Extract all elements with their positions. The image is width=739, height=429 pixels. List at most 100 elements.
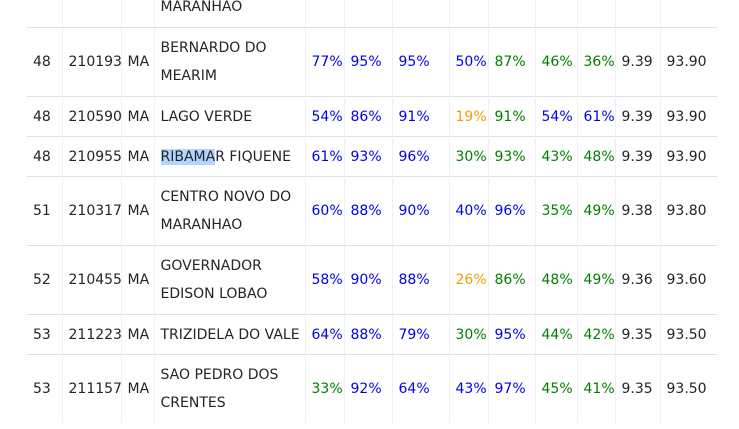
table-row: 52 210455 MA GOVERNADOR EDISON LOBAO 58%… bbox=[27, 245, 717, 315]
municipality-name: TRIZIDELA DO VALE bbox=[153, 314, 305, 355]
pct-cell: 97% bbox=[487, 354, 535, 423]
pct-cell: 86% bbox=[487, 245, 535, 315]
score-cell: 9.38 bbox=[614, 176, 660, 246]
pct-cell: 40% bbox=[448, 176, 488, 246]
table-row: 53 211157 MA SAO PEDRO DOS CRENTES 33% 9… bbox=[27, 354, 717, 423]
uf-cell: MA bbox=[120, 314, 154, 355]
score-cell: 9.39 bbox=[614, 27, 660, 97]
uf-cell: MA bbox=[120, 96, 154, 137]
pct-cell: 43% bbox=[534, 136, 577, 177]
pct-cell: 60% bbox=[304, 176, 344, 246]
municipality-name: CENTRO NOVO DO MARANHAO bbox=[153, 176, 305, 246]
pct-cell: 26% bbox=[448, 245, 488, 315]
municipality-name: LAGO VERDE bbox=[153, 96, 305, 137]
total-cell: 93.60 bbox=[659, 245, 717, 315]
pct-cell: 58% bbox=[304, 245, 344, 315]
municipality-name[interactable]: RIBAMAR FIQUENE bbox=[153, 136, 305, 177]
pct-cell: 61% bbox=[304, 136, 344, 177]
pct-cell: 92% bbox=[343, 354, 392, 423]
code-cell: 210317 bbox=[61, 176, 122, 246]
table-row: MARANHAO bbox=[27, 0, 717, 28]
pct-cell: 49% bbox=[576, 245, 615, 315]
ranking-table: MARANHAO 48 210193 MA BERNARDO DO MEARIM… bbox=[27, 0, 717, 423]
pct-cell: 93% bbox=[343, 136, 392, 177]
rank-cell: 53 bbox=[27, 354, 62, 423]
pct-cell: 77% bbox=[304, 27, 344, 97]
score-cell: 9.36 bbox=[614, 245, 660, 315]
pct-cell: 50% bbox=[448, 27, 488, 97]
pct-cell: 33% bbox=[304, 354, 344, 423]
code-cell: 211157 bbox=[61, 354, 122, 423]
pct-cell: 86% bbox=[343, 96, 392, 137]
rank-cell: 51 bbox=[27, 176, 62, 246]
pct-cell: 95% bbox=[487, 314, 535, 355]
pct-cell: 87% bbox=[487, 27, 535, 97]
pct-cell: 36% bbox=[576, 27, 615, 97]
pct-cell: 42% bbox=[576, 314, 615, 355]
uf-cell: MA bbox=[120, 136, 154, 177]
pct-cell: 96% bbox=[487, 176, 535, 246]
pct-cell: 44% bbox=[534, 314, 577, 355]
municipality-name: GOVERNADOR EDISON LOBAO bbox=[153, 245, 305, 315]
score-cell: 9.39 bbox=[614, 136, 660, 177]
municipality-name: SAO PEDRO DOS CRENTES bbox=[153, 354, 305, 423]
total-cell: 93.90 bbox=[659, 96, 717, 137]
rank-cell: 52 bbox=[27, 245, 62, 315]
score-cell: 9.35 bbox=[614, 354, 660, 423]
pct-cell: 95% bbox=[343, 27, 392, 97]
pct-cell: 54% bbox=[304, 96, 344, 137]
pct-cell: 64% bbox=[304, 314, 344, 355]
pct-cell: 41% bbox=[576, 354, 615, 423]
score-cell: 9.35 bbox=[614, 314, 660, 355]
total-cell: 93.90 bbox=[659, 27, 717, 97]
total-cell: 93.50 bbox=[659, 314, 717, 355]
table-row: 51 210317 MA CENTRO NOVO DO MARANHAO 60%… bbox=[27, 176, 717, 246]
pct-cell: 61% bbox=[576, 96, 615, 137]
pct-cell: 93% bbox=[487, 136, 535, 177]
score-cell: 9.39 bbox=[614, 96, 660, 137]
total-cell: 93.90 bbox=[659, 136, 717, 177]
pct-cell: 88% bbox=[343, 176, 392, 246]
rank-cell: 48 bbox=[27, 136, 62, 177]
code-cell: 210193 bbox=[61, 27, 122, 97]
pct-cell: 48% bbox=[534, 245, 577, 315]
total-cell: 93.80 bbox=[659, 176, 717, 246]
rank-cell: 48 bbox=[27, 27, 62, 97]
uf-cell: MA bbox=[120, 176, 154, 246]
uf-cell: MA bbox=[120, 245, 154, 315]
code-cell: 210455 bbox=[61, 245, 122, 315]
pct-cell: 48% bbox=[576, 136, 615, 177]
pct-cell: 90% bbox=[391, 176, 449, 246]
uf-cell: MA bbox=[120, 27, 154, 97]
table-row: 48 210955 MA RIBAMAR FIQUENE 61% 93% 96%… bbox=[27, 136, 717, 177]
pct-cell: 35% bbox=[534, 176, 577, 246]
pct-cell: 79% bbox=[391, 314, 449, 355]
code-cell: 211223 bbox=[61, 314, 122, 355]
pct-cell: 49% bbox=[576, 176, 615, 246]
pct-cell: 96% bbox=[391, 136, 449, 177]
pct-cell: 64% bbox=[391, 354, 449, 423]
rank-cell: 53 bbox=[27, 314, 62, 355]
name-remainder: R FIQUENE bbox=[215, 148, 291, 165]
pct-cell: 30% bbox=[448, 136, 488, 177]
selected-text[interactable]: RIBAMA bbox=[160, 148, 216, 165]
pct-cell: 88% bbox=[391, 245, 449, 315]
table-row: 48 210193 MA BERNARDO DO MEARIM 77% 95% … bbox=[27, 27, 717, 97]
code-cell: 210955 bbox=[61, 136, 122, 177]
pct-cell: 54% bbox=[534, 96, 577, 137]
pct-cell: 88% bbox=[343, 314, 392, 355]
pct-cell: 90% bbox=[343, 245, 392, 315]
pct-cell: 91% bbox=[487, 96, 535, 137]
pct-cell: 95% bbox=[391, 27, 449, 97]
uf-cell: MA bbox=[120, 354, 154, 423]
table-row: 48 210590 MA LAGO VERDE 54% 86% 91% 19% … bbox=[27, 96, 717, 137]
pct-cell: 46% bbox=[534, 27, 577, 97]
total-cell: 93.50 bbox=[659, 354, 717, 423]
code-cell: 210590 bbox=[61, 96, 122, 137]
municipality-name: BERNARDO DO MEARIM bbox=[153, 27, 305, 97]
pct-cell: 45% bbox=[534, 354, 577, 423]
pct-cell: 43% bbox=[448, 354, 488, 423]
pct-cell: 19% bbox=[448, 96, 488, 137]
pct-cell: 30% bbox=[448, 314, 488, 355]
table-row: 53 211223 MA TRIZIDELA DO VALE 64% 88% 7… bbox=[27, 314, 717, 355]
